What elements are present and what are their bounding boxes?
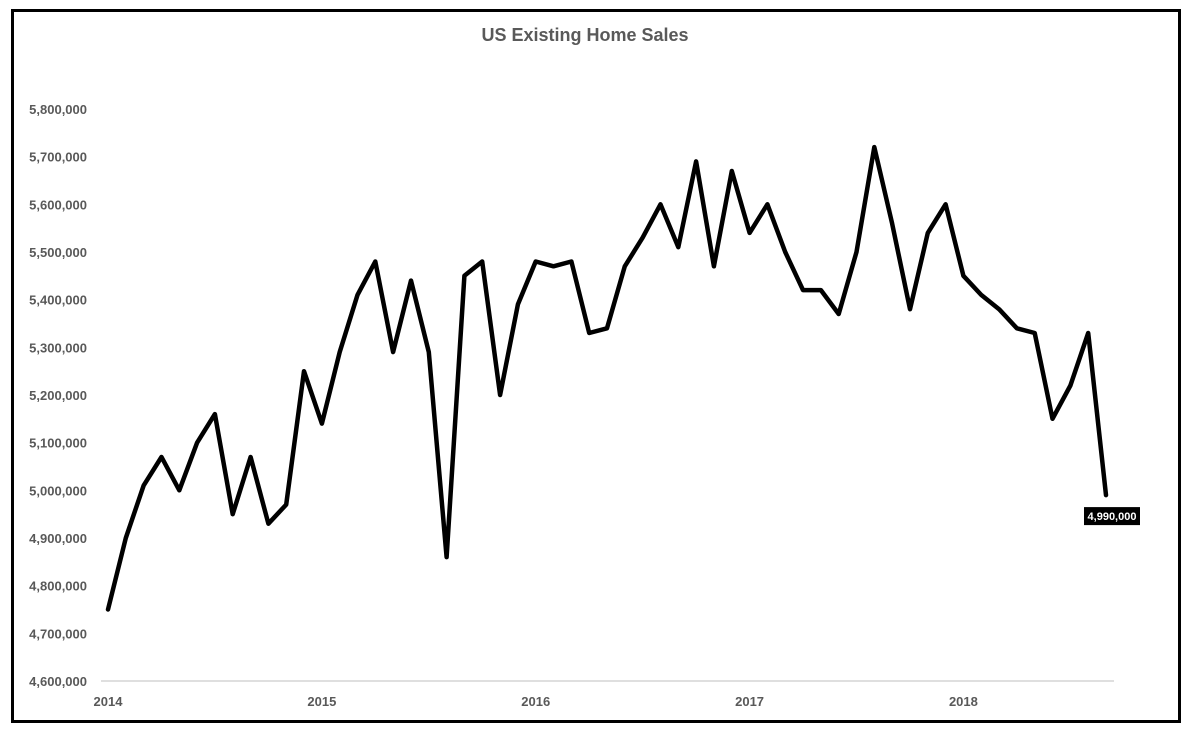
y-tick-label: 4,800,000 — [29, 579, 87, 594]
y-tick-label: 4,700,000 — [29, 626, 87, 641]
data-labels: 4,990,000 — [1084, 507, 1140, 526]
y-tick-label: 4,900,000 — [29, 531, 87, 546]
y-tick-label: 5,200,000 — [29, 388, 87, 403]
chart-frame: US Existing Home Sales 4,600,000 4,700,00… — [11, 9, 1181, 723]
data-label-box — [1084, 507, 1140, 526]
y-tick-label: 5,500,000 — [29, 245, 87, 260]
y-tick-label: 4,600,000 — [29, 674, 87, 689]
y-axis-labels: 4,600,000 4,700,000 4,800,000 4,900,000 5,00… — [29, 102, 87, 689]
x-axis-labels: 2014 2015 2016 2017 2018 — [94, 694, 978, 709]
y-tick-label: 5,800,000 — [29, 102, 87, 117]
series-line — [105, 144, 1109, 612]
y-tick-label: 5,000,000 — [29, 483, 87, 498]
data-label-text: 4,990,000 — [1088, 511, 1137, 523]
x-tick-label: 2017 — [735, 694, 764, 709]
y-tick-label: 5,300,000 — [29, 340, 87, 355]
y-tick-label: 5,600,000 — [29, 197, 87, 212]
x-tick-label: 2018 — [949, 694, 978, 709]
line-chart: US Existing Home Sales 4,600,000 4,700,00… — [29, 25, 1140, 709]
y-tick-label: 5,700,000 — [29, 150, 87, 165]
y-tick-label: 5,400,000 — [29, 293, 87, 308]
x-tick-label: 2014 — [94, 694, 124, 709]
x-tick-label: 2015 — [307, 694, 336, 709]
y-tick-label: 5,100,000 — [29, 436, 87, 451]
data-label: 4,990,000 — [1084, 507, 1140, 526]
x-tick-label: 2016 — [521, 694, 550, 709]
chart-title: US Existing Home Sales — [481, 25, 688, 45]
